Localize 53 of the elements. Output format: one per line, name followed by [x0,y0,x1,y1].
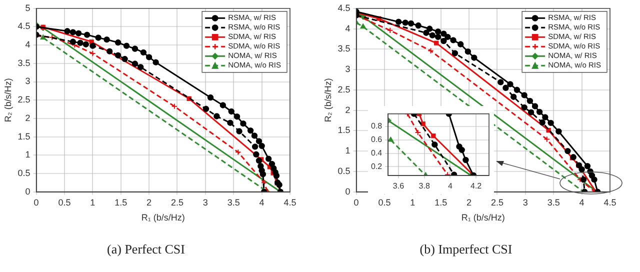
y-tick-label: 1.5 [338,125,350,136]
y-tick-label: 3 [25,76,30,86]
y-tick-label: 4.5 [338,2,350,13]
x-axis-title: R₁ (b/s/Hz) [461,212,505,222]
x-tick-label: 1 [90,198,96,208]
x-tick-label: 4 [579,198,584,208]
x-tick-label: 3.5 [227,198,240,208]
x-tick-label: 3.8 [418,181,430,190]
x-tick-label: 1.5 [434,198,448,208]
x-tick-label: 4.2 [470,181,482,190]
x-tick-label: 0.5 [58,198,71,208]
x-tick-label: 1 [410,198,416,208]
x-tick-label: 2 [146,198,152,208]
y-tick-label: 3.5 [338,44,350,54]
y-tick-label: 4 [345,23,350,34]
x-tick-label: 0 [354,198,359,208]
y-tick-label: 5 [25,2,30,13]
y-tick-label: 1 [345,146,350,156]
x-tick-label: 4 [448,181,453,190]
y-tick-label: 0.5 [18,168,30,178]
text: (b) Imperfect CSI [420,242,512,257]
x-tick-label: 0 [34,198,39,208]
y-tick-label: 2 [25,112,30,123]
y-axis-title: R₂ (b/s/Hz) [2,78,13,122]
x-axis-title: R₁ (b/s/Hz) [141,212,185,222]
x-tick-label: 2.5 [170,198,184,208]
x-tick-label: 3.5 [547,198,560,208]
y-tick-label: 0.5 [338,166,350,176]
y-tick-label: 0.2 [370,162,383,171]
y-tick-label: 0.8 [370,122,383,131]
y-tick-label: 2.5 [338,84,350,94]
y-tick-label: 1.5 [18,131,30,142]
x-tick-label: 1.5 [114,198,128,208]
x-tick-label: 4.5 [284,198,296,208]
x-tick-label: 4.5 [604,198,616,208]
y-tick-label: 2.5 [18,94,30,105]
x-tick-label: 0.5 [378,198,391,208]
y-tick-label: 4.5 [18,21,30,32]
y-tick-label: 0.4 [370,148,383,158]
x-tick-label: 4 [259,198,264,208]
x-tick-label: 2 [466,198,472,208]
x-tick-label: 3 [202,198,208,208]
x-tick-label: 3.6 [392,181,405,190]
x-tick-label: 2.5 [490,198,504,208]
y-tick-label: 3.5 [18,58,30,68]
y-axis-title: R₂ (b/s/Hz) [322,78,333,122]
y-tick-label: 1 [25,150,30,160]
x-tick-label: 3 [522,198,528,208]
text: (a) Perfect CSI [107,242,185,257]
y-tick-label: 2 [345,104,350,115]
y-tick-label: 3 [345,64,350,74]
y-tick-label: 4 [25,40,30,50]
y-tick-label: 0.6 [370,135,383,144]
